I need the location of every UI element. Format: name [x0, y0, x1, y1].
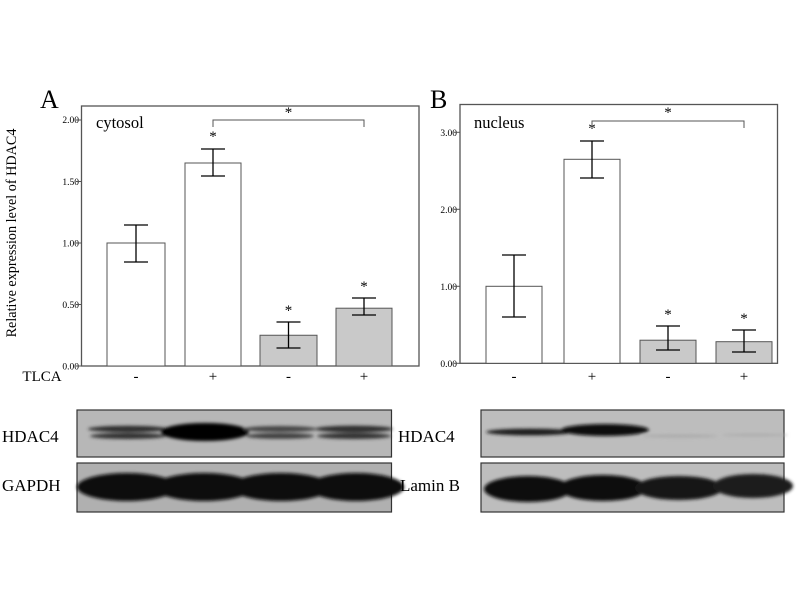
svg-text:0.00: 0.00 — [440, 360, 457, 370]
svg-text:*: * — [360, 279, 368, 295]
svg-text:*: * — [664, 307, 672, 323]
svg-text:nucleus: nucleus — [474, 113, 524, 132]
svg-text:0.50: 0.50 — [62, 301, 79, 311]
svg-text:Lamin B: Lamin B — [400, 476, 460, 495]
svg-text:HDAC4: HDAC4 — [398, 427, 455, 446]
svg-text:A: A — [40, 85, 59, 114]
svg-text:HDAC4: HDAC4 — [2, 427, 59, 446]
svg-text:1.00: 1.00 — [62, 240, 79, 250]
svg-text:+: + — [740, 369, 748, 385]
svg-text:+: + — [209, 369, 217, 385]
svg-text:*: * — [664, 105, 672, 121]
svg-text:*: * — [285, 303, 293, 319]
svg-text:Relative expression level of: Relative expression level of HDAC4 — [4, 129, 20, 338]
svg-text:*: * — [209, 129, 217, 145]
svg-text:3.00: 3.00 — [440, 129, 457, 139]
svg-text:0.00: 0.00 — [62, 363, 79, 373]
svg-text:1.00: 1.00 — [440, 283, 457, 293]
svg-text:-: - — [666, 369, 671, 385]
svg-text:-: - — [512, 369, 517, 385]
svg-text:cytosol: cytosol — [96, 113, 144, 132]
svg-text:GAPDH: GAPDH — [2, 476, 61, 495]
svg-text:*: * — [285, 105, 293, 121]
svg-text:2.00: 2.00 — [62, 116, 79, 126]
svg-text:-: - — [134, 369, 139, 385]
svg-text:+: + — [360, 369, 368, 385]
svg-text:2.00: 2.00 — [440, 206, 457, 216]
svg-text:+: + — [588, 369, 596, 385]
svg-text:B: B — [430, 85, 447, 114]
svg-text:1.50: 1.50 — [62, 178, 79, 188]
svg-text:*: * — [740, 311, 748, 327]
svg-text:TLCA: TLCA — [22, 369, 61, 385]
svg-text:-: - — [286, 369, 291, 385]
